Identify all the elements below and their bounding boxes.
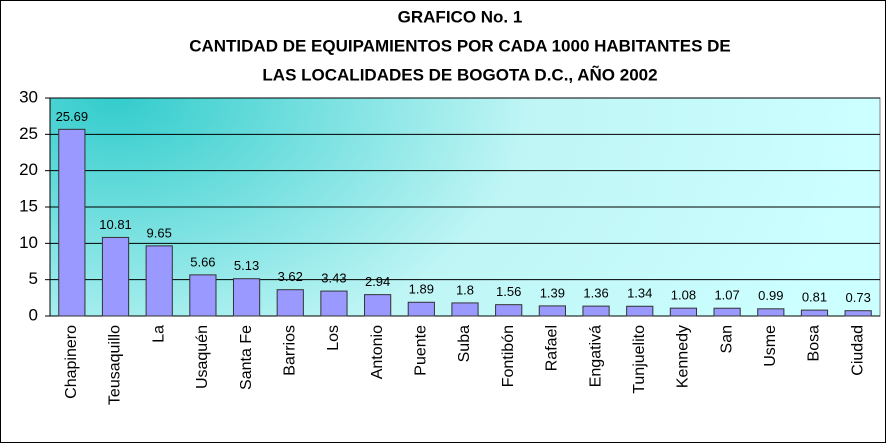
data-label: 1.56 bbox=[496, 284, 521, 299]
data-label: 0.81 bbox=[802, 290, 827, 305]
y-tick-label: 10 bbox=[19, 233, 38, 252]
x-tick-label: San bbox=[718, 325, 735, 353]
x-tick-label: Barrios bbox=[281, 325, 298, 376]
x-tick-label: Ciudad bbox=[849, 325, 866, 376]
x-tick-label: Puente bbox=[413, 325, 430, 376]
chart-title: LAS LOCALIDADES DE BOGOTA D.C., AÑO 2002 bbox=[262, 64, 657, 84]
bar bbox=[844, 310, 872, 317]
data-label: 9.65 bbox=[147, 225, 172, 240]
y-tick-label: 25 bbox=[19, 124, 38, 143]
bar bbox=[276, 289, 304, 317]
bar bbox=[189, 274, 217, 317]
bar bbox=[757, 308, 785, 317]
x-tick-label: Teusaquillo bbox=[107, 325, 124, 405]
x-tick-label: Tunjuelito bbox=[631, 325, 648, 394]
bar bbox=[451, 302, 479, 317]
data-label: 1.08 bbox=[671, 288, 696, 303]
bar bbox=[669, 307, 698, 317]
data-label: 10.81 bbox=[99, 217, 132, 232]
bar bbox=[582, 305, 610, 317]
bar bbox=[538, 305, 566, 317]
data-label: 3.43 bbox=[321, 271, 346, 286]
data-label: 0.73 bbox=[846, 290, 871, 305]
x-tick-label: Los bbox=[325, 325, 342, 351]
data-label: 5.13 bbox=[234, 258, 259, 273]
data-label: 3.62 bbox=[278, 269, 303, 284]
x-tick-label: Santa Fe bbox=[238, 325, 255, 390]
x-tick-label: Usaquén bbox=[194, 325, 211, 389]
chart-title: GRAFICO No. 1 bbox=[398, 7, 523, 26]
x-tick-label: Bosa bbox=[806, 325, 823, 362]
data-label: 25.69 bbox=[56, 109, 89, 124]
data-label: 1.34 bbox=[627, 286, 652, 301]
data-label: 1.07 bbox=[714, 288, 739, 303]
chart-title: CANTIDAD DE EQUIPAMIENTOS POR CADA 1000 … bbox=[189, 36, 731, 55]
bar bbox=[407, 301, 435, 317]
data-label: 1.89 bbox=[409, 282, 434, 297]
x-tick-label: Fontibón bbox=[500, 325, 517, 387]
bar bbox=[626, 305, 654, 317]
data-label: 2.94 bbox=[365, 274, 390, 289]
x-tick-label: La bbox=[150, 325, 167, 343]
bar bbox=[145, 245, 173, 317]
bar bbox=[800, 309, 829, 317]
data-label: 1.39 bbox=[540, 285, 565, 300]
bar bbox=[320, 290, 348, 317]
bar bbox=[713, 307, 741, 317]
data-label: 1.8 bbox=[456, 282, 474, 297]
y-tick-label: 20 bbox=[19, 160, 38, 179]
x-tick-label: Usme bbox=[762, 325, 779, 367]
y-tick-label: 30 bbox=[19, 87, 38, 106]
x-tick-label: Rafael bbox=[544, 325, 561, 371]
bar bbox=[58, 128, 86, 317]
data-label: 1.36 bbox=[583, 286, 608, 301]
x-tick-label: Kennedy bbox=[675, 325, 692, 388]
data-label: 0.99 bbox=[758, 288, 783, 303]
bar bbox=[101, 236, 130, 317]
bar bbox=[364, 294, 392, 317]
y-tick-label: 5 bbox=[29, 269, 38, 288]
bar bbox=[495, 304, 523, 317]
bar bbox=[232, 278, 261, 317]
x-tick-label: Suba bbox=[456, 325, 473, 362]
x-tick-label: Engativá bbox=[587, 325, 604, 387]
x-tick-label: Antonio bbox=[369, 325, 386, 379]
y-tick-label: 15 bbox=[19, 196, 38, 215]
x-tick-label: Chapinero bbox=[63, 325, 80, 399]
data-label: 5.66 bbox=[190, 254, 215, 269]
y-tick-label: 0 bbox=[29, 305, 38, 324]
